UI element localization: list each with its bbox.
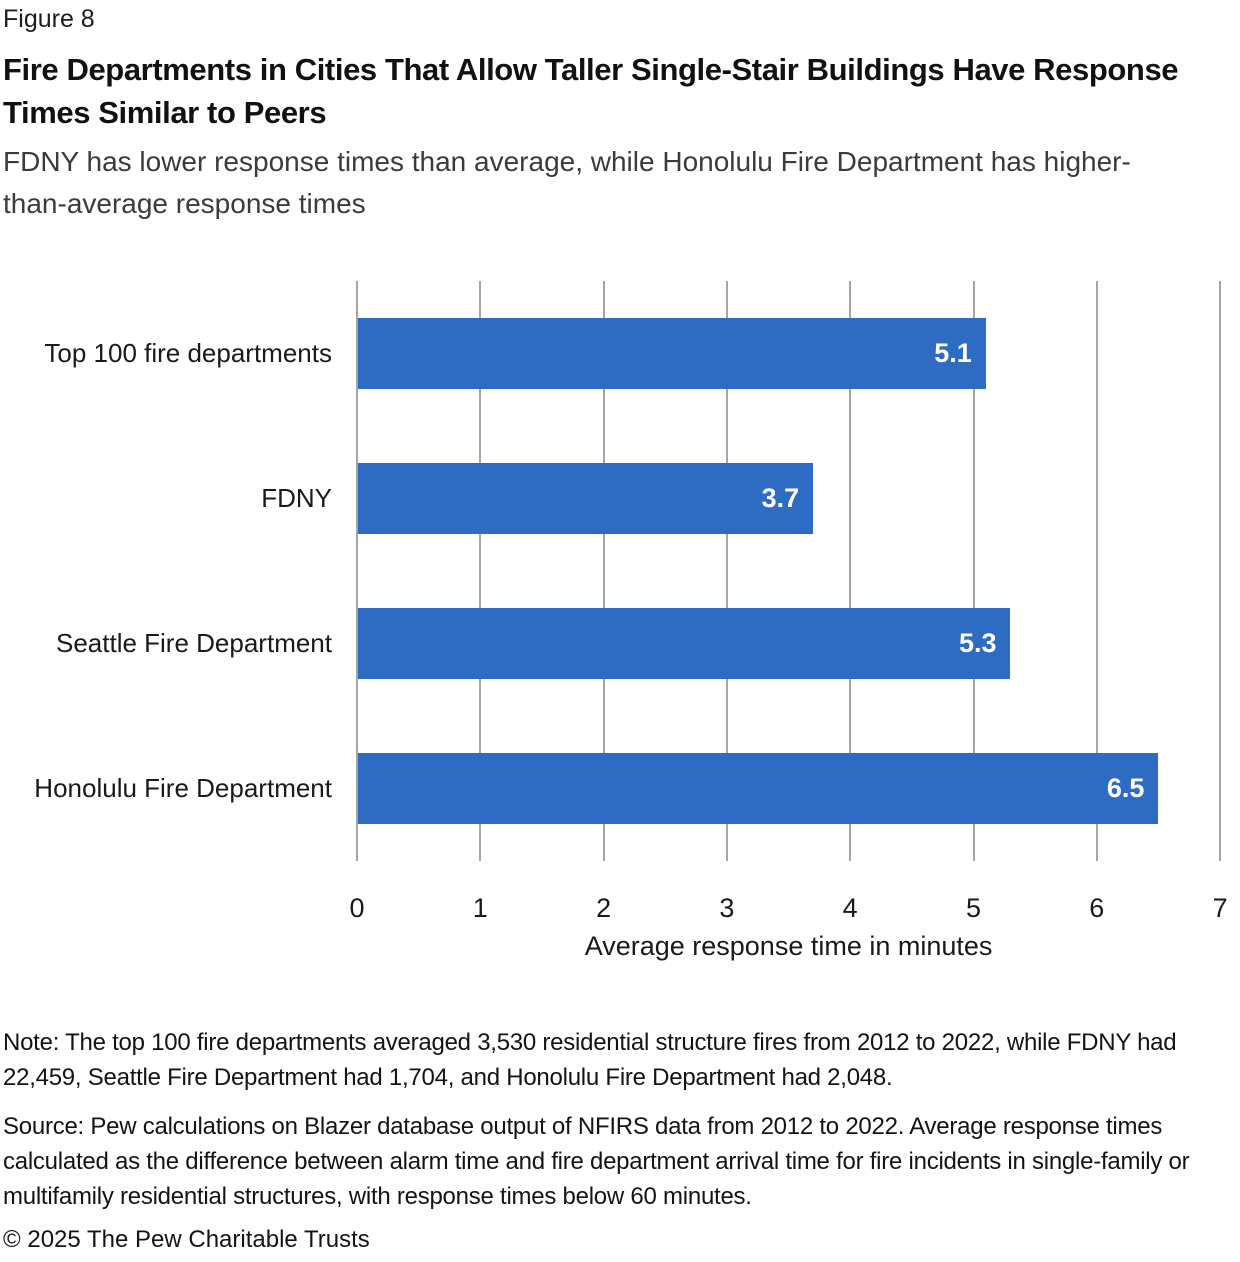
gridline <box>725 281 728 861</box>
bar-value-label: 5.3 <box>958 628 997 658</box>
bar: 5.3 <box>358 608 1011 679</box>
x-tick-label: 2 <box>596 893 612 923</box>
bar-chart: 0 1 2 3 4 5 6 7 Top 100 fire departments 5.1 FDNY 3… <box>0 269 1240 969</box>
bar: 3.7 <box>358 463 814 534</box>
gridline <box>972 281 975 861</box>
chart-title: Fire Departments in Cities That Allow Ta… <box>3 52 1179 130</box>
source-text: Source: Pew calculations on Blazer datab… <box>3 1113 1190 1210</box>
x-axis-title: Average response time in minutes <box>584 931 993 961</box>
x-tick-label: 6 <box>1089 893 1105 923</box>
copyright-text: © 2025 The Pew Charitable Trusts <box>3 1226 370 1253</box>
bar: 5.1 <box>358 318 986 389</box>
bar: 6.5 <box>358 753 1159 824</box>
gridline <box>849 281 852 861</box>
x-tick-label: 7 <box>1212 893 1228 923</box>
footer: Note: The top 100 fire departments avera… <box>0 1025 1240 1257</box>
category-label: Top 100 fire departments <box>44 338 332 368</box>
gridline <box>1095 281 1098 861</box>
x-tick-label: 4 <box>842 893 858 923</box>
chart-subtitle: FDNY has lower response times than avera… <box>3 146 1131 219</box>
bar-value-label: 5.1 <box>934 338 972 368</box>
x-tick-label: 0 <box>349 893 365 923</box>
gridline <box>479 281 482 861</box>
category-label: Seattle Fire Department <box>55 628 332 658</box>
x-tick-label: 5 <box>965 893 982 923</box>
category-label: Honolulu Fire Department <box>34 773 332 803</box>
note-text: Note: The top 100 fire departments avera… <box>3 1029 1177 1091</box>
bar-value-label: 6.5 <box>1106 773 1145 803</box>
gridline <box>1219 281 1222 861</box>
x-tick-label: 1 <box>472 893 488 923</box>
gridline <box>356 281 358 861</box>
bar-value-label: 3.7 <box>761 483 800 513</box>
gridline <box>602 281 605 861</box>
x-tick-label: 3 <box>719 893 735 923</box>
category-label: FDNY <box>261 483 332 513</box>
figure-label: Figure 8 <box>3 5 95 33</box>
